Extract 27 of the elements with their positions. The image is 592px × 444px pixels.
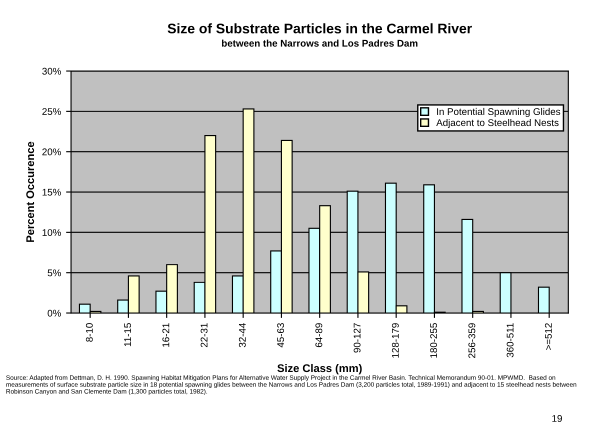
y-tick-label: 25% bbox=[42, 108, 61, 115]
x-tick-label: 45-63 bbox=[277, 323, 284, 348]
y-tick-label: 10% bbox=[42, 229, 61, 236]
x-tick-label: 8-10 bbox=[86, 323, 93, 342]
x-tick-label: 64-89 bbox=[315, 323, 322, 348]
y-tick-label: 15% bbox=[42, 188, 61, 196]
x-tick-label: 180-255 bbox=[430, 323, 438, 358]
legend-label: Adjacent to Steelhead Nests bbox=[436, 118, 559, 128]
chart-subtitle: between the Narrows and Los Padres Dam bbox=[222, 40, 418, 47]
x-tick-label: 22-31 bbox=[200, 323, 208, 348]
y-tick-label: 0% bbox=[48, 310, 61, 317]
text: 19 bbox=[552, 415, 562, 422]
x-tick-label: 360-511 bbox=[506, 323, 514, 358]
x-tick-label: 90-127 bbox=[354, 323, 361, 353]
x-axis-title: Size Class (mm) bbox=[277, 364, 362, 374]
x-tick-label: >=512 bbox=[544, 323, 552, 350]
y-axis-title: Percent Occurence bbox=[26, 142, 34, 242]
x-tick-label: 32-44 bbox=[238, 323, 246, 348]
y-tick-label: 5% bbox=[48, 269, 61, 276]
x-tick-label: 128-179 bbox=[392, 323, 399, 358]
y-tick-label: 20% bbox=[42, 148, 61, 156]
x-tick-label: 11-15 bbox=[124, 323, 132, 346]
legend-label: In Potential Spawning Glides bbox=[437, 108, 560, 117]
x-tick-label: 16-21 bbox=[162, 323, 170, 347]
chart-title: Size of Substrate Particles in the Carmel River bbox=[168, 23, 472, 34]
y-tick-label: 30% bbox=[42, 68, 61, 75]
x-tick-label: 256-359 bbox=[468, 323, 476, 358]
